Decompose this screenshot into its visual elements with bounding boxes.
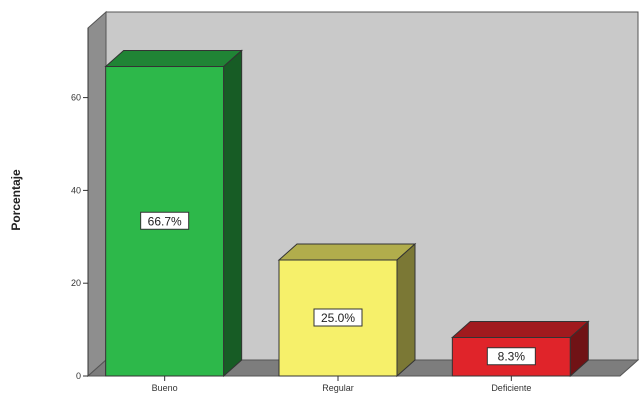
data-label-box [486,347,536,366]
x-tick-label: Regular [322,383,354,393]
bar-bueno: 66.7% [104,49,243,378]
x-tick-label: Deficiente [491,383,531,393]
bar-side [223,49,243,378]
bar-side [396,242,416,378]
data-label: 8.3% [498,350,526,364]
x-axis: Bueno Regular Deficiente [152,376,531,393]
y-tick-label: 0 [76,371,81,381]
bar-deficiente: 8.3% [451,320,590,378]
data-label: 66.7% [148,214,182,228]
bar-side [569,320,589,378]
y-tick-label: 60 [71,93,81,103]
y-axis-label: Porcentaje [9,169,23,231]
bar-top [277,243,417,261]
side-wall [87,10,107,378]
y-tick-label: 40 [71,185,81,195]
data-label: 25.0% [321,311,355,325]
bar-regular: 25.0% [277,242,417,378]
data-label-box [313,308,363,327]
x-tick-label: Bueno [152,383,178,393]
bar-top [451,320,590,338]
y-tick-label: 20 [71,278,81,288]
data-label-box [140,211,190,230]
y-axis: 0 20 40 60 [71,28,89,381]
bars-group: 66.7% 25.0% 8.3% [104,49,590,378]
bar-top [104,50,243,68]
